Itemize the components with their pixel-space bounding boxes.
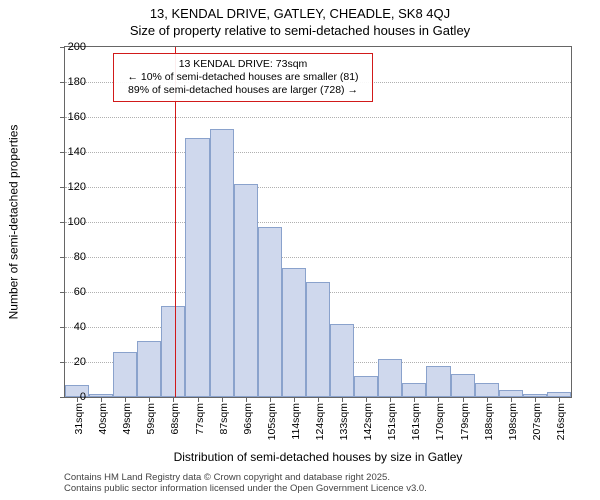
x-tick-label: 49sqm bbox=[121, 403, 133, 435]
plot-area: 31sqm40sqm49sqm59sqm68sqm77sqm87sqm96sqm… bbox=[64, 46, 572, 398]
gridline bbox=[65, 187, 571, 188]
histogram-bar bbox=[475, 383, 499, 397]
x-tick-label: 142sqm bbox=[362, 403, 374, 440]
x-tick-mark bbox=[438, 397, 439, 402]
y-tick-label: 80 bbox=[38, 251, 86, 263]
annotation-box: 13 KENDAL DRIVE: 73sqm← 10% of semi-deta… bbox=[113, 53, 373, 102]
histogram-bar bbox=[137, 341, 161, 397]
x-tick-mark bbox=[511, 397, 512, 402]
x-axis-label: Distribution of semi-detached houses by … bbox=[64, 450, 572, 464]
x-tick-label: 179sqm bbox=[459, 403, 471, 440]
x-tick-mark bbox=[173, 397, 174, 402]
histogram-bar bbox=[499, 390, 523, 397]
x-tick-mark bbox=[414, 397, 415, 402]
x-tick-label: 124sqm bbox=[314, 403, 326, 440]
plot-rect: 31sqm40sqm49sqm59sqm68sqm77sqm87sqm96sqm… bbox=[64, 46, 572, 398]
y-tick-label: 40 bbox=[38, 321, 86, 333]
annotation-line-1: 13 KENDAL DRIVE: 73sqm bbox=[120, 58, 366, 71]
histogram-bar bbox=[234, 184, 258, 398]
histogram-bar bbox=[354, 376, 378, 397]
x-tick-label: 161sqm bbox=[410, 403, 422, 440]
y-tick-label: 140 bbox=[38, 146, 86, 158]
histogram-bar bbox=[161, 306, 185, 397]
x-tick-mark bbox=[149, 397, 150, 402]
x-tick-mark bbox=[342, 397, 343, 402]
x-tick-label: 207sqm bbox=[531, 403, 543, 440]
x-tick-mark bbox=[463, 397, 464, 402]
histogram-bar bbox=[451, 374, 475, 397]
x-tick-label: 77sqm bbox=[194, 403, 206, 435]
y-tick-label: 0 bbox=[38, 391, 86, 403]
y-tick-label: 20 bbox=[38, 356, 86, 368]
x-tick-mark bbox=[125, 397, 126, 402]
histogram-bar bbox=[330, 324, 354, 398]
attribution-footer: Contains HM Land Registry data © Crown c… bbox=[64, 472, 427, 495]
histogram-bar bbox=[282, 268, 306, 398]
x-tick-label: 170sqm bbox=[434, 403, 446, 440]
y-tick-label: 160 bbox=[38, 111, 86, 123]
x-tick-label: 59sqm bbox=[145, 403, 157, 435]
annotation-line-2: ← 10% of semi-detached houses are smalle… bbox=[120, 71, 366, 84]
y-tick-label: 60 bbox=[38, 286, 86, 298]
histogram-bar bbox=[402, 383, 426, 397]
y-tick-label: 120 bbox=[38, 181, 86, 193]
gridline bbox=[65, 257, 571, 258]
histogram-bar bbox=[210, 129, 234, 397]
x-tick-label: 31sqm bbox=[73, 403, 85, 435]
x-tick-mark bbox=[270, 397, 271, 402]
x-tick-label: 198sqm bbox=[507, 403, 519, 440]
histogram-bar bbox=[378, 359, 402, 398]
x-tick-label: 188sqm bbox=[483, 403, 495, 440]
x-tick-label: 87sqm bbox=[218, 403, 230, 435]
chart-title: 13, KENDAL DRIVE, GATLEY, CHEADLE, SK8 4… bbox=[0, 0, 600, 40]
x-tick-mark bbox=[366, 397, 367, 402]
x-tick-label: 105sqm bbox=[266, 403, 278, 440]
x-tick-mark bbox=[535, 397, 536, 402]
gridline bbox=[65, 222, 571, 223]
histogram-bar bbox=[306, 282, 330, 398]
x-tick-mark bbox=[294, 397, 295, 402]
x-tick-label: 68sqm bbox=[169, 403, 181, 435]
gridline bbox=[65, 152, 571, 153]
title-line-1: 13, KENDAL DRIVE, GATLEY, CHEADLE, SK8 4… bbox=[150, 6, 450, 21]
y-tick-label: 100 bbox=[38, 216, 86, 228]
gridline bbox=[65, 117, 571, 118]
x-tick-mark bbox=[559, 397, 560, 402]
x-tick-mark bbox=[222, 397, 223, 402]
x-tick-label: 40sqm bbox=[97, 403, 109, 435]
x-tick-mark bbox=[198, 397, 199, 402]
x-tick-label: 96sqm bbox=[242, 403, 254, 435]
y-tick-label: 200 bbox=[38, 41, 86, 53]
footer-line-2: Contains public sector information licen… bbox=[64, 483, 427, 494]
annotation-line-3: 89% of semi-detached houses are larger (… bbox=[120, 84, 366, 97]
histogram-bar bbox=[185, 138, 209, 397]
x-tick-label: 133sqm bbox=[338, 403, 350, 440]
x-tick-label: 114sqm bbox=[290, 403, 302, 440]
x-tick-label: 151sqm bbox=[386, 403, 398, 440]
x-tick-label: 216sqm bbox=[555, 403, 567, 440]
y-axis-label: Number of semi-detached properties bbox=[6, 46, 20, 398]
title-line-2: Size of property relative to semi-detach… bbox=[130, 23, 470, 38]
x-tick-mark bbox=[246, 397, 247, 402]
y-tick-label: 180 bbox=[38, 76, 86, 88]
x-tick-mark bbox=[390, 397, 391, 402]
x-tick-mark bbox=[101, 397, 102, 402]
histogram-bar bbox=[113, 352, 137, 398]
histogram-bar bbox=[258, 227, 282, 397]
footer-line-1: Contains HM Land Registry data © Crown c… bbox=[64, 472, 390, 483]
x-tick-mark bbox=[487, 397, 488, 402]
histogram-bar bbox=[426, 366, 450, 398]
x-tick-mark bbox=[318, 397, 319, 402]
